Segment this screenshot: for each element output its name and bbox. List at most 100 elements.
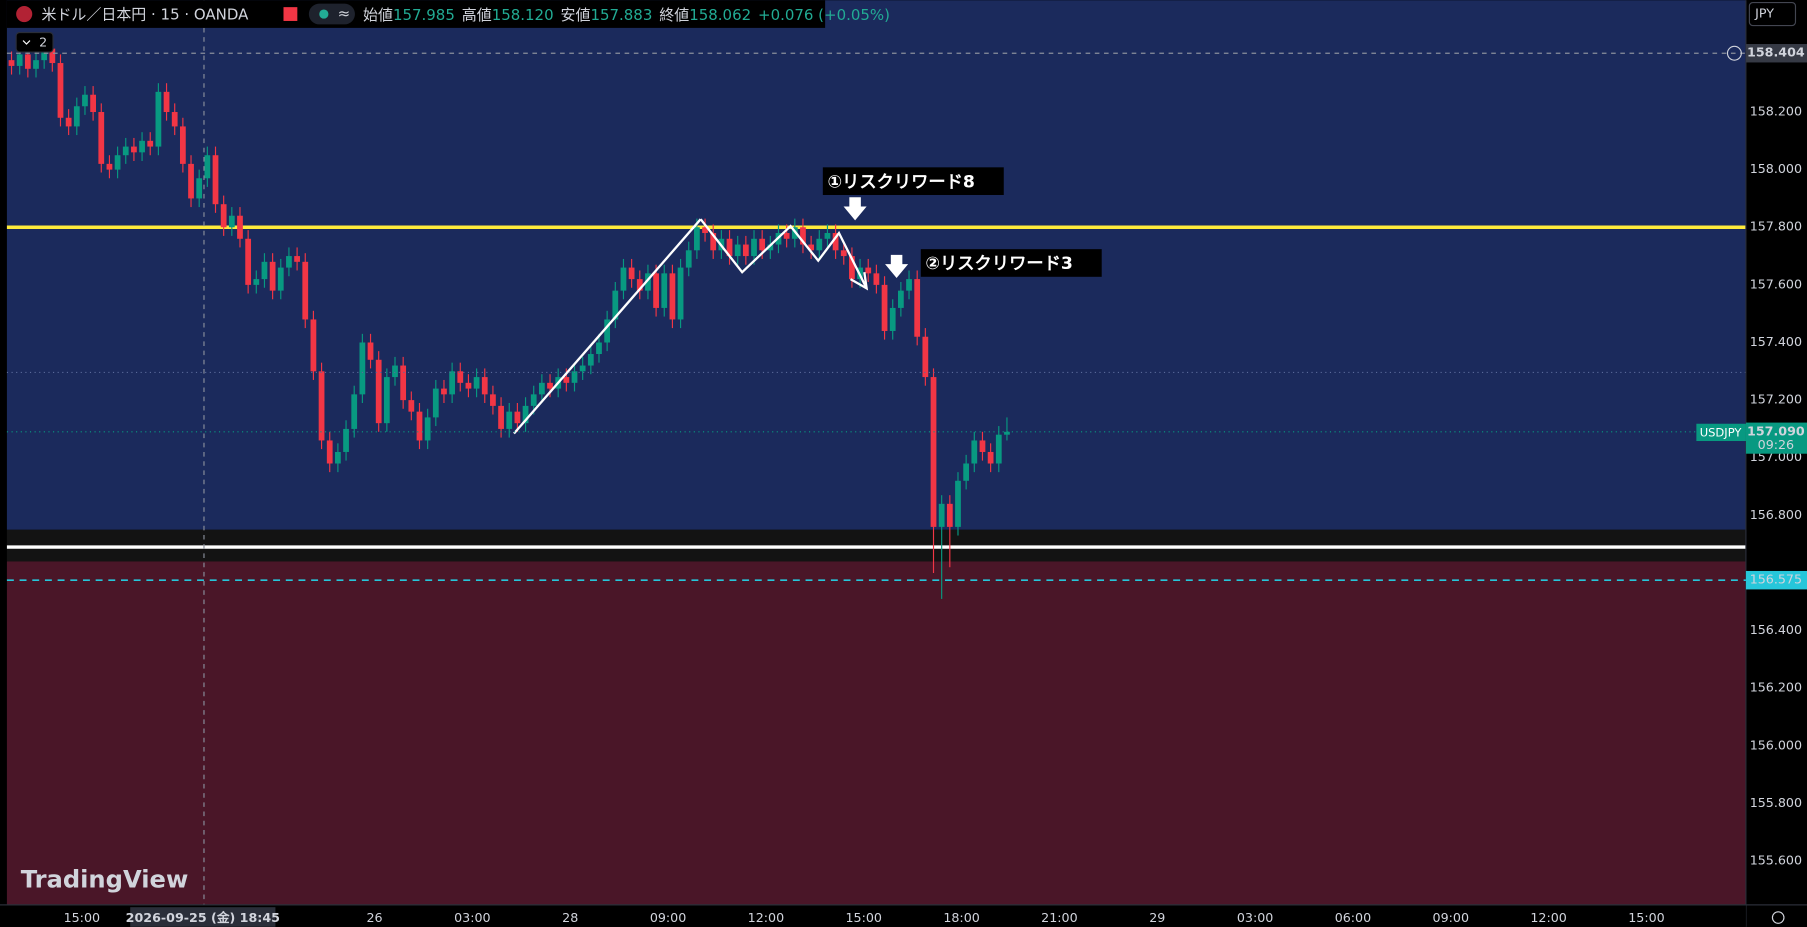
y-axis: 155.600 155.800 156.000 156.200 156.400 156.8… bbox=[1750, 104, 1802, 868]
candle-body bbox=[604, 319, 611, 343]
stop-price-box bbox=[1745, 570, 1807, 590]
candle-body bbox=[783, 233, 790, 239]
candle-body bbox=[294, 256, 300, 262]
arrow-head bbox=[849, 272, 869, 291]
candle-body bbox=[90, 94, 96, 113]
status-pill[interactable] bbox=[308, 3, 355, 25]
x-tick-label: 15:00 bbox=[845, 910, 881, 925]
candle-body bbox=[359, 342, 366, 395]
candle-body bbox=[179, 126, 186, 164]
candle-body bbox=[702, 227, 708, 234]
candle-body bbox=[228, 215, 235, 228]
candle-body bbox=[424, 417, 431, 441]
ohlc-label: 安値 bbox=[561, 6, 591, 24]
candle-body bbox=[114, 155, 121, 170]
currency-button[interactable] bbox=[1748, 1, 1797, 27]
flag-icon bbox=[16, 5, 33, 23]
trend-line bbox=[513, 218, 702, 435]
candle-body bbox=[408, 400, 415, 412]
symbol-label: USDJPY bbox=[1700, 425, 1743, 439]
candle-body bbox=[563, 377, 570, 383]
candle-body bbox=[131, 146, 137, 153]
x-tick-label: 21:00 bbox=[1041, 910, 1077, 925]
candle-body bbox=[392, 365, 398, 378]
candle-body bbox=[612, 290, 619, 320]
x-tick-label: 15:00 bbox=[1628, 910, 1664, 925]
y-tick-label: 155.600 bbox=[1750, 853, 1802, 868]
candle-body bbox=[375, 359, 382, 424]
candle-body bbox=[906, 279, 912, 291]
candle-body bbox=[196, 178, 203, 199]
ohlc-value: 158.120 bbox=[492, 6, 554, 24]
candle-body bbox=[946, 503, 953, 527]
flag-marker[interactable] bbox=[283, 7, 298, 21]
candle-body bbox=[742, 244, 749, 257]
candle-body bbox=[147, 140, 154, 147]
candle-body bbox=[367, 342, 374, 360]
y-tick-label: 156.000 bbox=[1750, 737, 1802, 752]
candles bbox=[8, 39, 1010, 599]
symbol-box bbox=[1696, 423, 1746, 442]
candle-body bbox=[163, 91, 170, 113]
add-alert-icon[interactable] bbox=[1726, 45, 1742, 61]
x-tick-label: 03:00 bbox=[454, 910, 490, 925]
candle-body bbox=[514, 411, 521, 424]
ohlc-label: 高値 bbox=[462, 6, 492, 24]
crosshair-time: 2026-09-25 (金) 18:45 bbox=[126, 910, 280, 925]
collapse-icon bbox=[22, 40, 31, 45]
candle-body bbox=[400, 365, 407, 401]
candle-body bbox=[873, 273, 880, 285]
ohlc-change: +0.076 (+0.05%) bbox=[758, 6, 890, 24]
y-tick-label: 157.200 bbox=[1750, 392, 1802, 407]
candle-body bbox=[979, 440, 986, 452]
candle-body bbox=[677, 267, 684, 320]
x-axis: 15:00 26 03:00 28 09:00 12:00 15:00 18:00 21:00 2… bbox=[64, 910, 1665, 925]
candle-body bbox=[995, 434, 1002, 464]
levels bbox=[6, 225, 1746, 549]
candle-body bbox=[171, 112, 178, 127]
annotation-box bbox=[822, 167, 1004, 195]
collapse-count: 2 bbox=[39, 34, 47, 49]
header-title: 米ドル／日本円 · 15 · OANDA bbox=[41, 6, 249, 24]
candle-body bbox=[335, 451, 341, 464]
x-tick-label: 09:00 bbox=[650, 910, 686, 925]
x-tick-label: 09:00 bbox=[1433, 910, 1469, 925]
x-tick-label: 26 bbox=[366, 910, 382, 925]
header-bar bbox=[6, 0, 826, 28]
ohlc-value: 157.985 bbox=[393, 6, 455, 24]
candle-body bbox=[57, 63, 64, 118]
candle-body bbox=[963, 463, 970, 481]
countdown-label: 09:26 bbox=[1758, 437, 1794, 452]
y-tick-label: 157.600 bbox=[1750, 276, 1802, 291]
candle-body bbox=[16, 54, 23, 66]
crosshair-price-label: 158.404 bbox=[1747, 45, 1805, 60]
watermark: TradingView bbox=[21, 866, 189, 894]
ohlc-label: 終値 bbox=[659, 6, 689, 24]
price-axis bbox=[1745, 0, 1807, 927]
candle-body bbox=[498, 405, 504, 429]
candle-body bbox=[139, 140, 145, 153]
ohlc-header: 始値157.985 高値158.120 安値157.883 終値158.062 +0.0… bbox=[363, 6, 890, 24]
candle-body bbox=[694, 227, 700, 251]
candle-body bbox=[726, 238, 733, 257]
candle-body bbox=[212, 155, 219, 205]
candle-body bbox=[253, 279, 260, 285]
status-icon: ≈ bbox=[338, 5, 351, 23]
candle-body bbox=[204, 155, 211, 179]
zigzag-line bbox=[699, 218, 868, 289]
x-tick-label: 12:00 bbox=[1530, 910, 1566, 925]
annotation-box bbox=[920, 249, 1102, 277]
collapse-button[interactable] bbox=[15, 31, 54, 53]
candle-body bbox=[490, 394, 496, 406]
currency: JPY bbox=[1754, 6, 1774, 21]
y-tick-label: 156.400 bbox=[1750, 622, 1802, 637]
candle-body bbox=[767, 244, 774, 251]
candle-body bbox=[269, 261, 276, 291]
candle-body bbox=[849, 256, 855, 280]
candle-body bbox=[326, 440, 333, 464]
candle-body bbox=[237, 215, 243, 239]
settings-icon[interactable] bbox=[1771, 911, 1785, 924]
candle-body bbox=[1004, 431, 1010, 435]
